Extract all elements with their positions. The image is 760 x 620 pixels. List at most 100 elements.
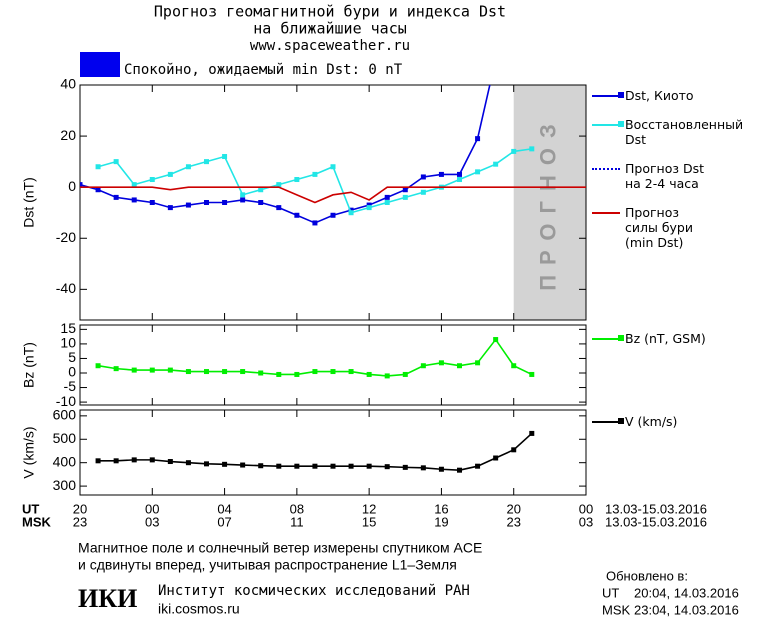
- marker: [312, 220, 318, 226]
- x-tick-label: 00: [579, 501, 593, 516]
- title: Прогноз геомагнитной бури и индекса Dst: [154, 3, 506, 21]
- marker: [167, 459, 173, 465]
- y-axis-label: V (km/s): [21, 426, 37, 478]
- legend-swatch: [592, 168, 620, 170]
- legend-marker: [618, 418, 624, 424]
- marker: [493, 161, 499, 167]
- marker: [312, 369, 318, 375]
- series-group: [80, 85, 586, 226]
- marker: [113, 366, 119, 372]
- marker: [366, 463, 372, 469]
- x-tick-label: 12: [362, 501, 376, 516]
- marker: [366, 205, 372, 211]
- marker: [294, 371, 300, 377]
- marker: [511, 148, 517, 154]
- y-axis-label: Bz (nT): [21, 342, 37, 388]
- marker: [80, 182, 83, 188]
- msk-label: MSK: [22, 514, 52, 529]
- legend-label: Восстановленный Dst: [625, 117, 744, 147]
- legend-swatch: [592, 212, 620, 214]
- marker: [222, 154, 228, 160]
- marker: [402, 194, 408, 200]
- forecast-region: [513, 85, 586, 320]
- marker: [511, 447, 517, 453]
- updated-msk-label: MSK: [602, 602, 631, 617]
- legend-label: Прогноз Dst на 2-4 часа: [625, 161, 705, 191]
- marker: [493, 455, 499, 461]
- x-tick-label: 00: [145, 501, 159, 516]
- marker: [294, 463, 300, 469]
- y-tick-label: -20: [56, 229, 76, 245]
- legend-label: Bz (nT, GSM): [625, 331, 706, 346]
- marker: [276, 182, 282, 188]
- marker: [222, 369, 228, 375]
- marker: [529, 146, 535, 152]
- marker: [475, 136, 481, 142]
- marker: [384, 200, 390, 205]
- x-tick-label: 23: [506, 514, 520, 529]
- marker: [457, 467, 462, 473]
- marker: [457, 363, 462, 369]
- y-tick-label: 10: [60, 335, 76, 351]
- site: iki.cosmos.ru: [158, 601, 240, 617]
- marker: [276, 371, 282, 377]
- marker: [131, 367, 137, 373]
- marker: [457, 177, 462, 183]
- y-tick-label: -5: [64, 378, 77, 394]
- marker: [131, 457, 137, 463]
- marker: [457, 171, 462, 177]
- updated-msk: 23:04, 14.03.2016: [634, 602, 739, 617]
- marker: [438, 171, 444, 177]
- marker: [330, 212, 336, 218]
- marker: [348, 210, 354, 216]
- panel-frame: [79, 409, 587, 496]
- marker: [258, 463, 264, 469]
- marker: [348, 369, 354, 375]
- x-tick-label: 11: [290, 514, 304, 529]
- y-tick-label: 15: [60, 320, 76, 336]
- marker: [185, 369, 191, 375]
- marker: [420, 189, 426, 195]
- legend-label: Dst, Киото: [625, 88, 694, 103]
- x-tick-label: 07: [217, 514, 231, 529]
- panel-frame: [79, 324, 587, 406]
- forecast-label: ПРОГНОЗ: [536, 114, 561, 291]
- marker: [240, 197, 246, 203]
- marker: [348, 207, 354, 213]
- x-tick-label: 15: [362, 514, 376, 529]
- y-tick-label: -40: [56, 280, 76, 296]
- marker: [258, 200, 264, 205]
- marker: [348, 463, 354, 469]
- marker: [95, 164, 101, 170]
- series-group: [95, 337, 535, 379]
- marker: [95, 187, 101, 193]
- marker: [366, 371, 372, 377]
- marker: [204, 200, 209, 205]
- x-tick-label: 20: [506, 501, 520, 516]
- marker: [384, 194, 390, 200]
- updated-label: Обновлено в:: [606, 568, 688, 583]
- marker: [294, 212, 300, 218]
- y-tick-label: 600: [53, 407, 77, 423]
- marker: [240, 192, 246, 198]
- marker: [384, 373, 390, 379]
- marker: [185, 202, 191, 208]
- series-line: [80, 186, 586, 204]
- marker: [95, 363, 101, 369]
- y-tick-label: 20: [60, 127, 76, 143]
- marker: [204, 369, 209, 375]
- x-tick-label: 20: [73, 501, 87, 516]
- legend-swatch: [592, 95, 620, 97]
- marker: [438, 466, 444, 472]
- marker: [240, 369, 246, 375]
- institute: Институт космических исследований РАН: [158, 583, 470, 599]
- legend-label: Прогноз силы бури (min Dst): [625, 205, 693, 250]
- series-group: [95, 430, 535, 473]
- y-tick-label: 400: [53, 453, 77, 469]
- marker: [167, 171, 173, 177]
- updated-ut: 20:04, 14.03.2016: [634, 585, 739, 600]
- marker: [402, 464, 408, 470]
- note: и сдвинуты вперед, учитывая распростране…: [78, 557, 457, 573]
